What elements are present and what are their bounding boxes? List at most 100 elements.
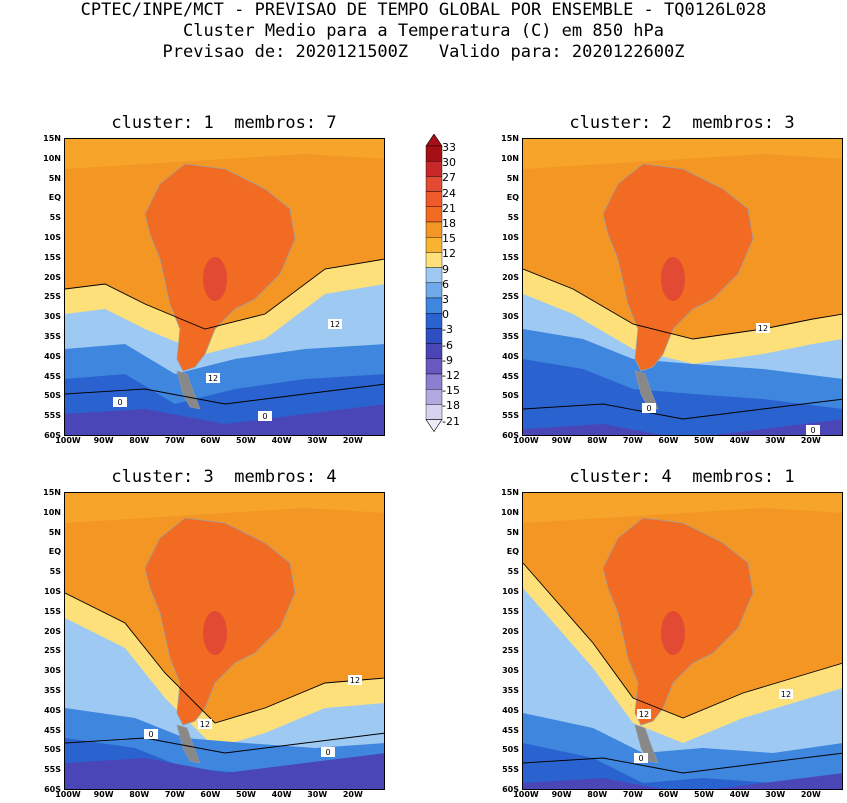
lon-label: 60W bbox=[200, 436, 221, 445]
lat-label: 20S bbox=[502, 272, 519, 282]
lat-label: EQ bbox=[48, 193, 61, 203]
lat-label: 25S bbox=[44, 292, 61, 302]
lat-label: 50S bbox=[44, 391, 61, 401]
lat-label: 5S bbox=[49, 567, 61, 577]
lat-label: 50S bbox=[502, 745, 519, 755]
lon-label: 50W bbox=[694, 436, 714, 445]
colorbar-swatch bbox=[425, 161, 443, 177]
lat-label: 10S bbox=[44, 233, 61, 242]
lat-label: 5N bbox=[48, 173, 61, 183]
colorbar-label: -12 bbox=[442, 369, 460, 382]
contour-label-bg bbox=[144, 729, 158, 739]
lon-label: 60W bbox=[658, 790, 679, 799]
isoline-0 bbox=[523, 398, 842, 420]
colorbar-swatch bbox=[425, 297, 443, 314]
patagonia bbox=[634, 370, 659, 410]
lon-label: 80W bbox=[129, 790, 150, 799]
contour-label: 0 bbox=[638, 754, 643, 763]
colorbar-swatch bbox=[425, 328, 443, 344]
colorbar-label: 15 bbox=[442, 232, 456, 246]
hot-spot bbox=[661, 611, 685, 655]
lat-label: 5S bbox=[507, 567, 519, 577]
band-cold-core bbox=[65, 753, 384, 789]
contour-label-bg bbox=[321, 747, 335, 757]
contour-label: 0 bbox=[148, 730, 153, 739]
map-panel-4: 12 12 0 bbox=[522, 492, 843, 790]
lat-label: 15S bbox=[502, 252, 519, 262]
lon-label: 80W bbox=[587, 790, 608, 799]
contour-label: 12 bbox=[781, 690, 791, 699]
lon-label: 90W bbox=[551, 790, 572, 799]
lat-label: 20S bbox=[44, 626, 61, 636]
lon-label: 30W bbox=[307, 790, 328, 799]
contour-label-bg bbox=[637, 709, 651, 719]
colorbar-swatch bbox=[425, 388, 443, 405]
lat-label: 60S bbox=[44, 431, 61, 440]
tropical-band bbox=[523, 493, 842, 523]
contour-label: 0 bbox=[325, 748, 330, 757]
isoline-0 bbox=[523, 752, 842, 774]
colorbar-label: 27 bbox=[442, 171, 456, 185]
contour-label-bg bbox=[198, 719, 212, 729]
lon-label: 30W bbox=[765, 436, 786, 445]
contour-label: 12 bbox=[758, 324, 768, 333]
lat-label: 15S bbox=[44, 606, 61, 616]
lat-label: 15N bbox=[501, 134, 519, 143]
lat-label: 60S bbox=[44, 785, 61, 794]
lat-label: 15S bbox=[44, 252, 61, 262]
band-cold-core bbox=[523, 773, 842, 789]
patagonia bbox=[176, 724, 201, 764]
lat-label: 40S bbox=[44, 351, 61, 361]
lat-label: 30S bbox=[44, 666, 61, 676]
lat-label: 35S bbox=[502, 332, 519, 341]
map-title-line3: Previsao de: 2020121500Z Valido para: 20… bbox=[162, 42, 685, 62]
lat-label: 50S bbox=[502, 391, 519, 401]
colorbar-label: 0 bbox=[442, 308, 449, 322]
map-panel-2: 12 0 0 bbox=[522, 138, 843, 436]
isoline-12 bbox=[65, 592, 384, 724]
lat-label: 40S bbox=[502, 351, 519, 361]
colorbar-swatch bbox=[425, 267, 443, 284]
colorbar-label: -18 bbox=[442, 399, 460, 413]
colorbar-swatch bbox=[425, 373, 443, 390]
map-panel-1: 12 12 0 0 bbox=[64, 138, 385, 436]
lat-label: 50S bbox=[44, 745, 61, 755]
contour-label: 12 bbox=[208, 374, 218, 383]
lat-label: 5N bbox=[506, 527, 519, 537]
lat-label: 25S bbox=[44, 646, 61, 656]
panel-title-2: cluster: 2 membros: 3 bbox=[569, 113, 795, 133]
lat-label: 35S bbox=[44, 686, 61, 695]
colorbar-swatch bbox=[425, 282, 443, 299]
contour-label: 0 bbox=[117, 398, 122, 407]
lat-label: 10N bbox=[501, 507, 519, 517]
isoline-12 bbox=[65, 258, 384, 330]
tropical-band bbox=[65, 139, 384, 169]
colorbar-swatch bbox=[425, 191, 443, 207]
lat-label: 10S bbox=[502, 587, 519, 596]
lon-label: 100W bbox=[513, 790, 539, 799]
tropical-band bbox=[523, 139, 842, 169]
contour-label-bg bbox=[642, 403, 656, 413]
lat-label: 5N bbox=[48, 527, 61, 537]
isoline-0 bbox=[65, 383, 384, 405]
lat-label: 45S bbox=[44, 371, 61, 381]
lat-label: 60S bbox=[502, 431, 519, 440]
contour-label-bg bbox=[258, 411, 272, 421]
colorbar-bottom-arrow bbox=[425, 419, 443, 433]
colorbar-label: 21 bbox=[442, 201, 456, 215]
contour-label: 12 bbox=[350, 676, 360, 685]
colorbar-label: 3 bbox=[442, 293, 449, 306]
colorbar-label: -6 bbox=[442, 338, 453, 352]
lat-label: 30S bbox=[502, 666, 519, 676]
lon-label: 70W bbox=[622, 790, 643, 799]
colorbar-label: -15 bbox=[442, 384, 460, 398]
lat-label: 25S bbox=[502, 292, 519, 302]
isoline-12 bbox=[523, 268, 842, 340]
contour-label: 12 bbox=[200, 720, 210, 729]
colorbar-swatch bbox=[425, 206, 443, 223]
panel-title-3: cluster: 3 membros: 4 bbox=[111, 467, 337, 487]
map-svg-4: 12 12 0 bbox=[523, 493, 842, 789]
band-below-0 bbox=[523, 743, 842, 789]
lat-label: 10S bbox=[44, 587, 61, 596]
band-cold-core bbox=[65, 404, 384, 435]
